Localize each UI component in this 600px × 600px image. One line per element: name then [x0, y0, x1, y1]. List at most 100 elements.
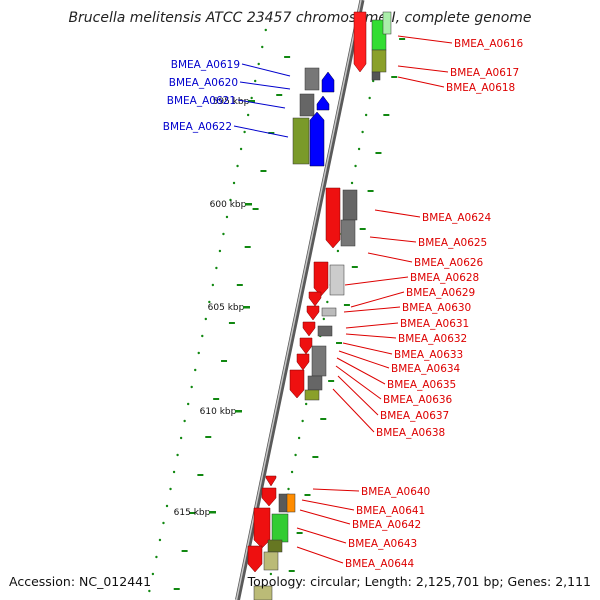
gc-dash	[288, 570, 295, 572]
gc-dot	[294, 453, 297, 457]
leader-line	[343, 306, 401, 313]
tick-label: 615 kbp	[174, 508, 211, 518]
gc-dot	[169, 487, 172, 491]
gene-label: BMEA_A0633	[394, 349, 463, 361]
leader-line	[241, 63, 291, 77]
gene-label: BMEA_A0631	[400, 318, 469, 330]
backbone-layer	[235, 0, 365, 600]
gc-dot	[218, 249, 222, 253]
tick-mark	[209, 511, 216, 514]
gene-label: BMEA_A0634	[391, 363, 461, 375]
cds-arrow	[253, 507, 271, 549]
cds-arrow	[316, 95, 330, 111]
feature-block	[317, 325, 333, 337]
gc-dot	[336, 249, 340, 253]
gc-dash	[189, 512, 196, 514]
gc-dot	[179, 436, 183, 440]
gc-dot	[151, 572, 155, 576]
gc-dot	[243, 130, 246, 134]
label-layer: BMEA_A0619 BMEA_A0620 BMEA_A0621 BMEA_A0622…	[163, 38, 524, 570]
gc-dot	[232, 181, 236, 185]
leader-line	[296, 527, 347, 544]
features-layer	[247, 11, 392, 600]
gc-dash	[236, 284, 243, 286]
gc-dot	[246, 113, 250, 117]
gc-dot	[172, 470, 176, 474]
leader-line	[374, 209, 421, 218]
backbone-line	[235, 0, 365, 600]
feature-block	[382, 11, 392, 35]
feature-block	[371, 49, 387, 73]
gc-dot	[229, 198, 232, 202]
tick-mark	[248, 100, 255, 103]
map-title: Brucella melitensis ATCC 23457 chromosom…	[68, 10, 532, 26]
gene-label: BMEA_A0621	[167, 95, 236, 107]
gene-label: BMEA_A0643	[348, 538, 417, 550]
leader-line	[397, 65, 449, 73]
tick-label: 600 kbp	[210, 200, 247, 210]
feature-block	[307, 375, 323, 391]
gc-dash	[391, 76, 398, 78]
leader-line	[367, 252, 413, 263]
gc-dash	[244, 246, 251, 248]
leader-lines-layer	[233, 35, 453, 564]
gc-dot	[165, 504, 169, 508]
leader-line	[342, 342, 393, 355]
gc-dot	[225, 215, 229, 219]
gc-dot	[250, 96, 253, 100]
gc-dot	[239, 147, 243, 151]
leader-line	[350, 291, 405, 308]
gc-dot	[287, 487, 290, 491]
gc-dot	[215, 266, 218, 270]
gene-label: BMEA_A0632	[398, 333, 467, 345]
gene-label: BMEA_A0641	[356, 505, 425, 517]
gene-label: BMEA_A0636	[383, 394, 453, 406]
gc-dash	[328, 380, 335, 382]
gene-label: BMEA_A0617	[450, 67, 519, 79]
cds-arrow	[247, 545, 263, 573]
gene-label: BMEA_A0620	[169, 77, 238, 89]
gc-dot	[211, 283, 215, 287]
gene-label: BMEA_A0642	[352, 519, 421, 531]
gc-dot	[186, 402, 190, 406]
gc-dash	[173, 588, 180, 590]
cds-arrow	[321, 71, 335, 93]
leader-line	[338, 350, 390, 369]
leader-line	[335, 365, 382, 400]
gc-dot	[257, 62, 260, 66]
leader-line	[332, 388, 375, 433]
cds-arrow	[353, 11, 367, 73]
gc-dot	[350, 181, 354, 185]
gc-dash	[375, 152, 382, 154]
leader-line	[299, 509, 351, 525]
gc-dot	[253, 79, 257, 83]
gc-dot	[304, 402, 308, 406]
cds-arrow	[325, 187, 341, 249]
gene-label: BMEA_A0626	[414, 257, 484, 269]
feature-block	[329, 264, 345, 296]
leader-line	[237, 99, 286, 109]
gc-dash	[260, 170, 267, 172]
gc-dot	[290, 470, 294, 474]
feature-block	[371, 71, 381, 81]
gc-dot	[364, 113, 368, 117]
gene-label: BMEA_A0625	[418, 237, 487, 249]
gc-dot	[322, 317, 326, 321]
gc-dash	[228, 322, 235, 324]
gc-dot	[204, 317, 208, 321]
gene-label: BMEA_A0628	[410, 272, 479, 284]
gene-label: BMEA_A0618	[446, 82, 515, 94]
tick-label: 595 kbp	[213, 97, 250, 107]
gene-label: BMEA_A0629	[406, 287, 475, 299]
tick-mark	[243, 306, 250, 309]
gc-dot	[301, 419, 304, 423]
leader-line	[239, 81, 291, 90]
genome-stats-text: Topology: circular; Length: 2,125,701 bp…	[247, 574, 591, 589]
leader-line	[337, 375, 379, 416]
gc-dot	[176, 453, 179, 457]
leader-line	[336, 357, 386, 385]
gc-dash	[399, 38, 406, 40]
gc-dash	[181, 550, 188, 552]
gc-dash	[304, 494, 311, 496]
